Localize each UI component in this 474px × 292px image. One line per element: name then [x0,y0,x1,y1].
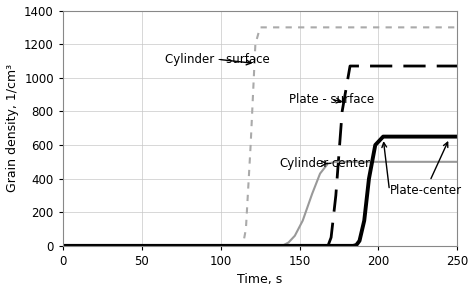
Text: Cylinder-center: Cylinder-center [279,157,370,170]
Text: Plate - surface: Plate - surface [289,93,374,106]
Text: Cylinder - surface: Cylinder - surface [165,53,270,66]
Text: Plate-center: Plate-center [390,142,462,197]
X-axis label: Time, s: Time, s [237,273,283,286]
Y-axis label: Grain density, 1/cm³: Grain density, 1/cm³ [6,64,18,192]
